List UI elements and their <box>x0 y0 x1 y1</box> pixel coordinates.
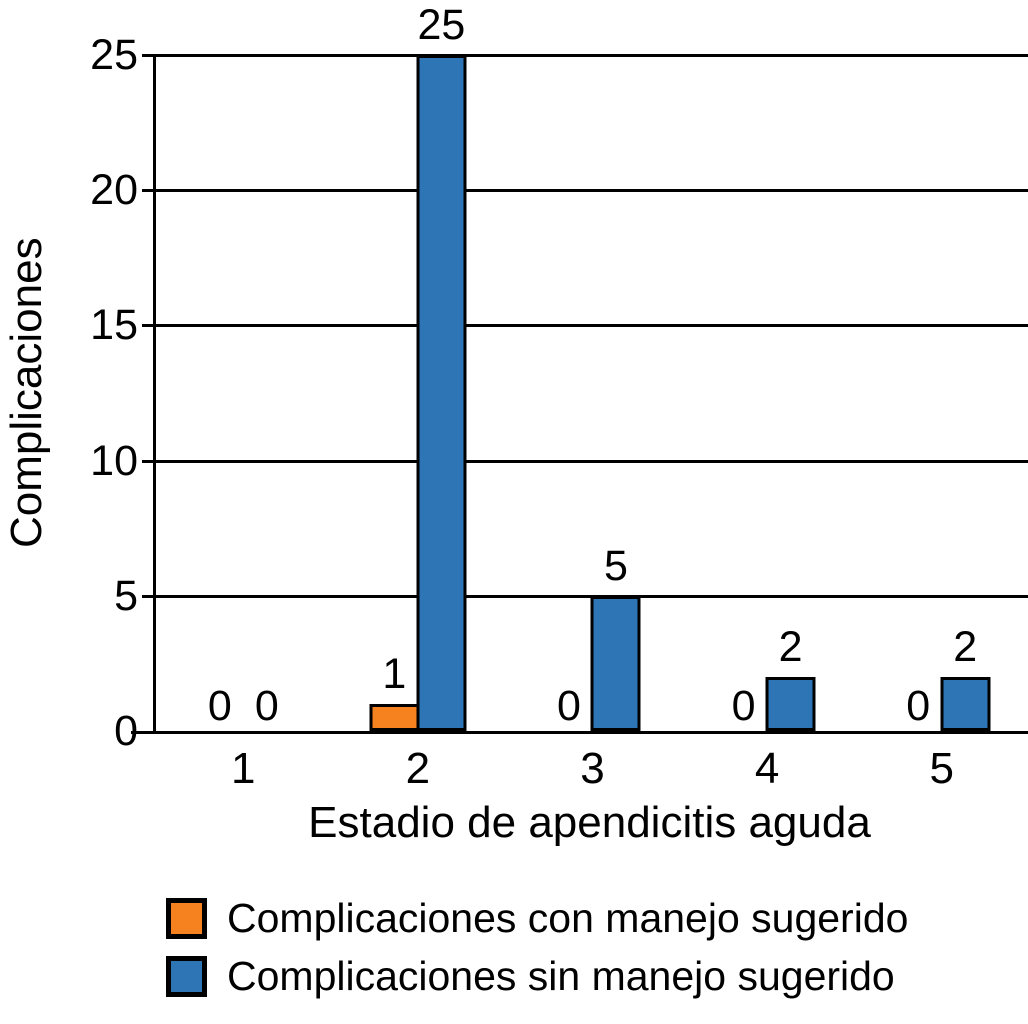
y-tick-label: 0 <box>114 707 138 755</box>
legend-label: Complicaciones sin manejo sugerido <box>227 953 895 999</box>
bar <box>416 55 467 731</box>
y-tick-label: 10 <box>90 436 138 485</box>
bar <box>940 677 991 731</box>
gridline <box>142 324 1028 328</box>
y-tick-label: 5 <box>114 571 138 620</box>
bar <box>590 596 641 731</box>
legend-swatch <box>166 956 207 997</box>
bar <box>369 704 420 731</box>
bar-value-label: 0 <box>731 682 756 730</box>
bar-value-label: 25 <box>417 1 466 49</box>
gridline <box>142 189 1028 193</box>
x-tick-label: 5 <box>929 744 954 793</box>
gridline <box>142 54 1028 57</box>
legend: Complicaciones con manejo sugerido Compli… <box>166 898 908 997</box>
bar-value-label: 0 <box>207 682 232 730</box>
x-axis-title: Estadio de apendicitis aguda <box>308 798 871 847</box>
bar-slot: 2 <box>765 626 816 731</box>
bar-value-label: 2 <box>778 623 803 671</box>
x-axis-line <box>131 731 156 734</box>
legend-swatch <box>166 898 207 939</box>
plot-area: 0 0 1 1 25 2 0 5 3 0 2 4 0 2 5 <box>131 4 1028 791</box>
bar-value-label: 1 <box>382 650 407 698</box>
x-tick-label: 3 <box>580 744 605 793</box>
bar-value-label: 0 <box>906 682 931 730</box>
legend-item: Complicaciones sin manejo sugerido <box>166 956 908 997</box>
bar-value-label: 5 <box>604 542 628 590</box>
bar-slot: 25 <box>416 4 467 731</box>
x-tick-label: 1 <box>231 744 256 793</box>
bar-value-label: 0 <box>557 682 581 730</box>
bar-slot: 1 <box>369 653 420 731</box>
bar <box>765 677 816 731</box>
y-tick-label: 15 <box>90 301 138 350</box>
legend-label: Complicaciones con manejo sugerido <box>227 895 909 941</box>
bar-slot: 5 <box>590 545 641 731</box>
y-tick-label: 25 <box>90 31 138 79</box>
gridline <box>142 594 1028 598</box>
bar-slot: 2 <box>940 626 991 731</box>
bar-value-label: 0 <box>254 682 279 730</box>
category-slot: 1 25 2 <box>331 4 506 791</box>
bar-value-label: 2 <box>953 623 978 671</box>
legend-item: Complicaciones con manejo sugerido <box>166 898 908 939</box>
gridline <box>142 459 1028 463</box>
y-tick-label: 20 <box>90 166 138 215</box>
y-axis-ticks: 0 5 10 15 20 25 <box>0 31 138 755</box>
bar-group: 1 25 <box>369 4 467 731</box>
x-tick-label: 4 <box>754 744 780 793</box>
x-tick-label: 2 <box>405 744 431 793</box>
